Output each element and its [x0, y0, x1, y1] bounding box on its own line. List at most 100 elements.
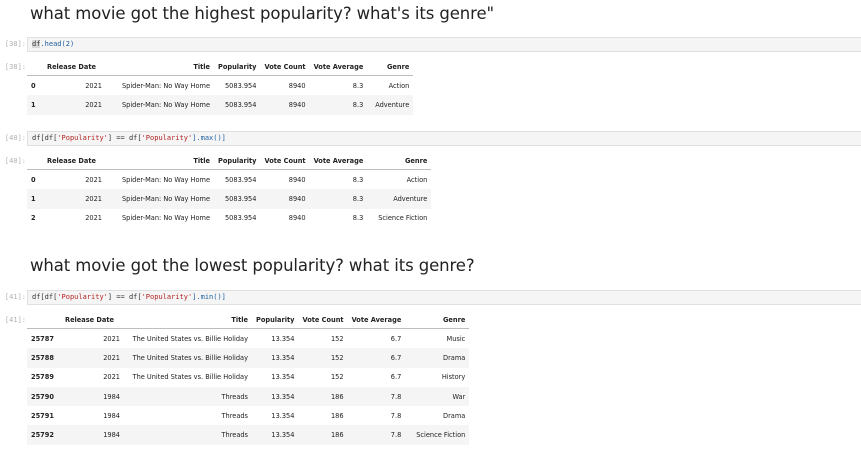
cell-vote-count: 152 — [330, 373, 344, 382]
cell-vote-count: 8940 — [288, 81, 306, 90]
row-index: 25791 — [31, 411, 54, 420]
cell-release-date: 2021 — [103, 373, 120, 382]
row-index: 1 — [27, 95, 43, 115]
code-cell-min[interactable]: df[df['Popularity'] == df['Popularity'].… — [27, 290, 861, 305]
cell-vote-average: 8.3 — [352, 175, 364, 184]
cell-title: Spider-Man: No Way Home — [121, 214, 210, 223]
index-header — [27, 59, 43, 76]
table-row: 25790 1984 Threads 13.354 186 7.8 War — [27, 386, 470, 407]
code-token: ] == df[ — [107, 134, 142, 142]
cell-title: Spider-Man: No Way Home — [121, 175, 210, 184]
code-token: df[df[ — [32, 293, 58, 301]
cell-release-date: 1984 — [61, 425, 124, 445]
cell-vote-average: 7.8 — [390, 411, 402, 420]
column-header: Vote Count — [298, 312, 348, 329]
cell-release-date: 2021 — [85, 81, 102, 90]
code-cell-max[interactable]: df[df['Popularity'] == df['Popularity'].… — [27, 131, 861, 146]
table-row: 25787 2021 The United States vs. Billie … — [27, 329, 469, 349]
code-token: 'Popularity' — [57, 293, 108, 301]
cell-vote-average: 6.7 — [347, 348, 406, 368]
code-token: df — [32, 40, 41, 48]
index-header — [27, 153, 43, 170]
index-header — [27, 312, 61, 329]
code-token: df[df[ — [32, 134, 58, 142]
cell-title: The United States vs. Billie Holiday — [132, 334, 248, 343]
cell-vote-average: 8.3 — [309, 95, 368, 115]
cell-title: Spider-Man: No Way Home — [106, 189, 214, 209]
output-prompt: [38]: — [4, 63, 26, 71]
column-header: Popularity — [214, 153, 261, 170]
cell-vote-average: 6.7 — [390, 373, 402, 382]
cell-popularity: 13.354 — [271, 411, 295, 420]
markdown-heading-highest: what movie got the highest popularity? w… — [30, 4, 494, 23]
cell-genre: History — [441, 373, 466, 382]
column-header: Vote Count — [260, 153, 310, 170]
cell-popularity: 13.354 — [252, 386, 299, 407]
cell-genre: Science Fiction — [405, 425, 470, 445]
cell-release-date: 1984 — [61, 386, 124, 407]
cell-vote-count: 8940 — [288, 175, 306, 184]
cell-vote-count: 8940 — [260, 95, 310, 115]
column-header: Vote Average — [347, 312, 406, 329]
cell-vote-average: 8.3 — [309, 189, 368, 209]
cell-popularity: 5083.954 — [224, 81, 257, 90]
code-cell-head[interactable]: df.head(2) — [27, 37, 861, 52]
input-prompt: [40]: — [4, 134, 26, 142]
column-header: Genre — [367, 153, 432, 170]
cell-release-date: 2021 — [103, 334, 120, 343]
table-row: 0 2021 Spider-Man: No Way Home 5083.954 … — [27, 76, 413, 96]
row-index: 25790 — [27, 386, 61, 407]
column-header: Popularity — [252, 312, 299, 329]
cell-release-date: 2021 — [43, 95, 106, 115]
cell-vote-count: 186 — [298, 386, 348, 407]
row-index: 2 — [31, 214, 36, 223]
cell-genre: Action — [388, 81, 410, 90]
table-row: 0 2021 Spider-Man: No Way Home 5083.954 … — [27, 170, 431, 190]
output-prompt: [40]: — [4, 157, 26, 165]
row-index: 25788 — [27, 348, 61, 368]
table-row: 2 2021 Spider-Man: No Way Home 5083.954 … — [27, 209, 431, 228]
markdown-heading-lowest: what movie got the lowest popularity? wh… — [30, 256, 475, 275]
cell-title: The United States vs. Billie Holiday — [132, 373, 248, 382]
cell-title: Threads — [124, 386, 252, 407]
table-row: 25789 2021 The United States vs. Billie … — [27, 368, 469, 387]
cell-popularity: 5083.954 — [214, 189, 261, 209]
cell-title: Spider-Man: No Way Home — [106, 95, 214, 115]
cell-genre: Drama — [443, 411, 466, 420]
dataframe-output-head: Release Date Title Popularity Vote Count… — [27, 59, 414, 115]
table-row: 1 2021 Spider-Man: No Way Home 5083.954 … — [27, 189, 432, 209]
cell-popularity: 5083.954 — [214, 95, 261, 115]
cell-genre: Adventure — [367, 95, 414, 115]
code-token: ].max()] — [192, 134, 226, 142]
column-header: Genre — [405, 312, 470, 329]
code-token: 'Popularity' — [141, 134, 193, 142]
cell-title: Threads — [124, 425, 252, 445]
cell-vote-count: 8940 — [260, 189, 310, 209]
cell-popularity: 13.354 — [252, 348, 299, 368]
cell-genre: Drama — [405, 348, 470, 368]
row-index: 0 — [31, 81, 36, 90]
column-header: Title — [106, 153, 214, 170]
column-header: Vote Count — [260, 59, 310, 76]
input-prompt: [38]: — [4, 40, 26, 48]
cell-title: The United States vs. Billie Holiday — [124, 348, 252, 368]
cell-release-date: 2021 — [85, 214, 102, 223]
column-header: Release Date — [61, 312, 124, 329]
dataframe-output-min: Release Date Title Popularity Vote Count… — [27, 312, 470, 445]
column-header: Vote Average — [309, 59, 368, 76]
cell-vote-count: 152 — [298, 348, 348, 368]
cell-genre: Science Fiction — [378, 214, 428, 223]
cell-genre: Action — [406, 175, 428, 184]
table-row: 25792 1984 Threads 13.354 186 7.8 Scienc… — [27, 425, 470, 445]
row-index: 25787 — [31, 334, 54, 343]
cell-genre: War — [405, 386, 470, 407]
input-prompt: [41]: — [4, 293, 26, 301]
cell-release-date: 2021 — [85, 175, 102, 184]
cell-vote-average: 8.3 — [352, 81, 364, 90]
cell-release-date: 1984 — [103, 411, 120, 420]
output-prompt: [41]: — [4, 316, 26, 324]
cell-vote-count: 186 — [298, 425, 348, 445]
row-index: 1 — [27, 189, 43, 209]
cell-vote-average: 8.3 — [352, 214, 364, 223]
column-header: Release Date — [43, 153, 106, 170]
